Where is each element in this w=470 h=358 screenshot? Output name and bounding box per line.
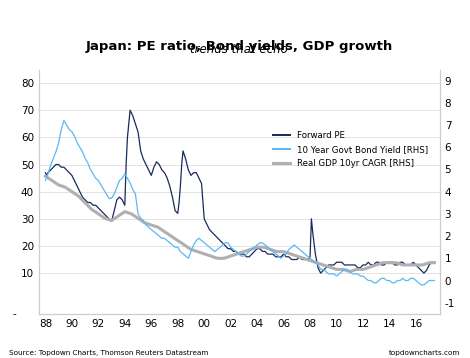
Title: Japan: PE ratio, Bond yields, GDP growth: Japan: PE ratio, Bond yields, GDP growth — [86, 40, 393, 53]
Legend: Forward PE, 10 Year Govt Bond Yield [RHS], Real GDP 10yr CAGR [RHS]: Forward PE, 10 Year Govt Bond Yield [RHS… — [269, 127, 431, 172]
Text: trends that echo: trends that echo — [190, 43, 288, 56]
Text: -: - — [13, 309, 17, 319]
Text: Source: Topdown Charts, Thomson Reuters Datastream: Source: Topdown Charts, Thomson Reuters … — [9, 350, 209, 356]
Text: topdowncharts.com: topdowncharts.com — [389, 350, 461, 356]
